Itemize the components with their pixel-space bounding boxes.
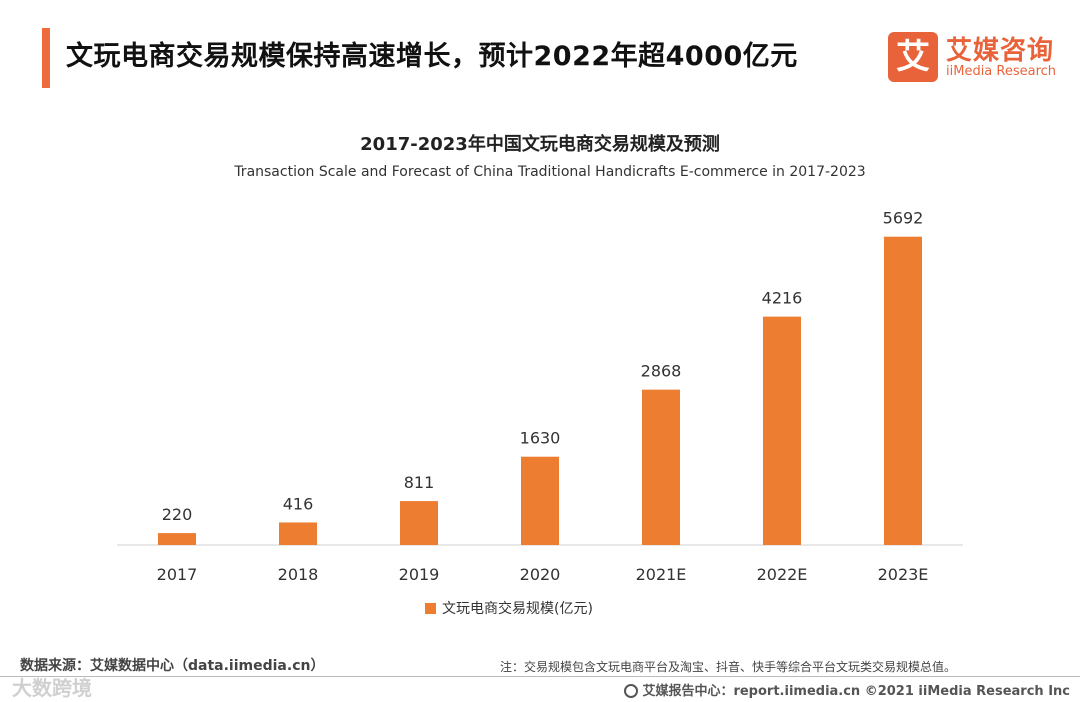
data-label-2022E: 4216 [762, 289, 803, 308]
data-label-2020: 1630 [520, 429, 561, 448]
x-tick-2023E: 2023E [878, 565, 929, 584]
footer-credit-text: 艾媒报告中心：report.iimedia.cn ©2021 iiMedia R… [642, 684, 1070, 699]
chart-subtitle: Transaction Scale and Forecast of China … [234, 164, 866, 180]
brand-logo: 艾 艾媒咨询 iiMedia Research [888, 30, 1068, 82]
chart-note: 注：交易规模包含文玩电商平台及淘宝、抖音、快手等综合平台文玩类交易规模总值。 [500, 660, 957, 674]
data-source: 数据来源：艾媒数据中心（data.iimedia.cn） [20, 658, 325, 674]
data-label-2017: 220 [162, 505, 193, 524]
watermark: 大数跨境 [12, 676, 92, 700]
x-tick-2018: 2018 [278, 565, 319, 584]
chart-legend: 文玩电商交易规模(亿元) [425, 598, 593, 618]
bar-2019 [400, 501, 438, 545]
bar-2023E [884, 236, 922, 545]
data-label-2023E: 5692 [883, 209, 924, 228]
x-tick-2020: 2020 [520, 565, 561, 584]
footer-credit: 艾媒报告中心：report.iimedia.cn ©2021 iiMedia R… [624, 680, 1070, 699]
logo-mark-icon: 艾 [888, 32, 938, 82]
bar-2022E [763, 316, 801, 545]
data-label-2021E: 2868 [641, 362, 682, 381]
footer-divider [0, 676, 1080, 677]
logo-cn-text: 艾媒咨询 [946, 36, 1055, 66]
page-title: 文玩电商交易规模保持高速增长，预计2022年超4000亿元 [66, 41, 798, 72]
x-tick-2021E: 2021E [636, 565, 687, 584]
legend-swatch [425, 603, 436, 614]
title-accent-bar [42, 28, 50, 88]
bar-2021E [642, 389, 680, 545]
bar-2020 [521, 456, 559, 545]
x-tick-2022E: 2022E [757, 565, 808, 584]
globe-icon [624, 684, 639, 698]
chart-title: 2017-2023年中国文玩电商交易规模及预测 [360, 134, 720, 155]
bar-2017 [158, 533, 196, 545]
x-tick-2019: 2019 [399, 565, 440, 584]
legend-label: 文玩电商交易规模(亿元) [442, 601, 593, 617]
x-tick-2017: 2017 [157, 565, 198, 584]
data-label-2019: 811 [404, 473, 435, 492]
bar-2018 [279, 522, 317, 545]
logo-en-text: iiMedia Research [946, 64, 1057, 79]
data-label-2018: 416 [283, 494, 314, 513]
